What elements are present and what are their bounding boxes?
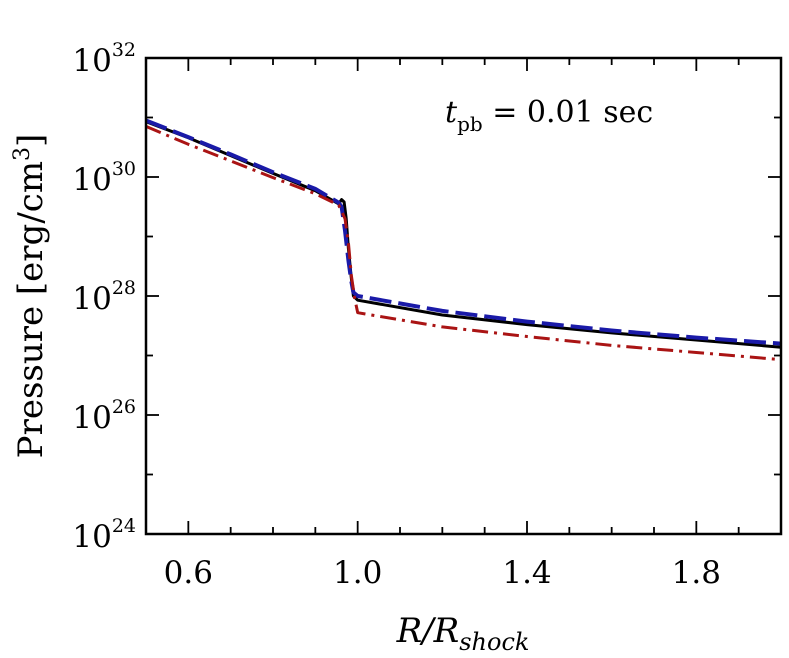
y-axis-label-main: Pressure [erg/cm xyxy=(11,161,51,458)
x-axis-label-main: R/R xyxy=(396,611,460,651)
series-group xyxy=(146,118,781,362)
y-tick-label: 1024 xyxy=(72,515,136,555)
y-axis-label-close: ] xyxy=(11,134,51,147)
series-line-3 xyxy=(146,125,781,362)
x-tick-label: 1.0 xyxy=(333,555,382,591)
x-tick-label: 1.4 xyxy=(502,555,551,591)
annotation-var: t xyxy=(445,95,458,130)
x-axis-label-sub: shock xyxy=(459,628,529,656)
plot-frame xyxy=(144,56,783,536)
y-axis-label: Pressure [erg/cm3] xyxy=(10,134,51,459)
plot-layer xyxy=(146,118,781,362)
y-tick-label: 1032 xyxy=(72,39,136,79)
annotation-sub: pb xyxy=(457,112,483,136)
y-tick-label: 1026 xyxy=(72,396,136,436)
tick-layer: 0.6 1.0 1.4 1.8 1024 1026 1028 1030 1032 xyxy=(72,39,782,591)
y-axis-label-sup: 3 xyxy=(10,147,35,161)
annotation: tpb = 0.01 sec xyxy=(445,95,653,136)
y-tick-label: 1030 xyxy=(72,158,136,198)
y-tick-label: 1028 xyxy=(72,277,136,317)
series-line-2 xyxy=(146,118,781,346)
x-axis-label: R/Rshock xyxy=(396,611,530,656)
x-tick-label: 1.8 xyxy=(672,555,721,591)
annotation-text: tpb = 0.01 sec xyxy=(445,95,653,136)
x-tick-label: 0.6 xyxy=(164,555,213,591)
annotation-rest: = 0.01 sec xyxy=(483,95,654,130)
